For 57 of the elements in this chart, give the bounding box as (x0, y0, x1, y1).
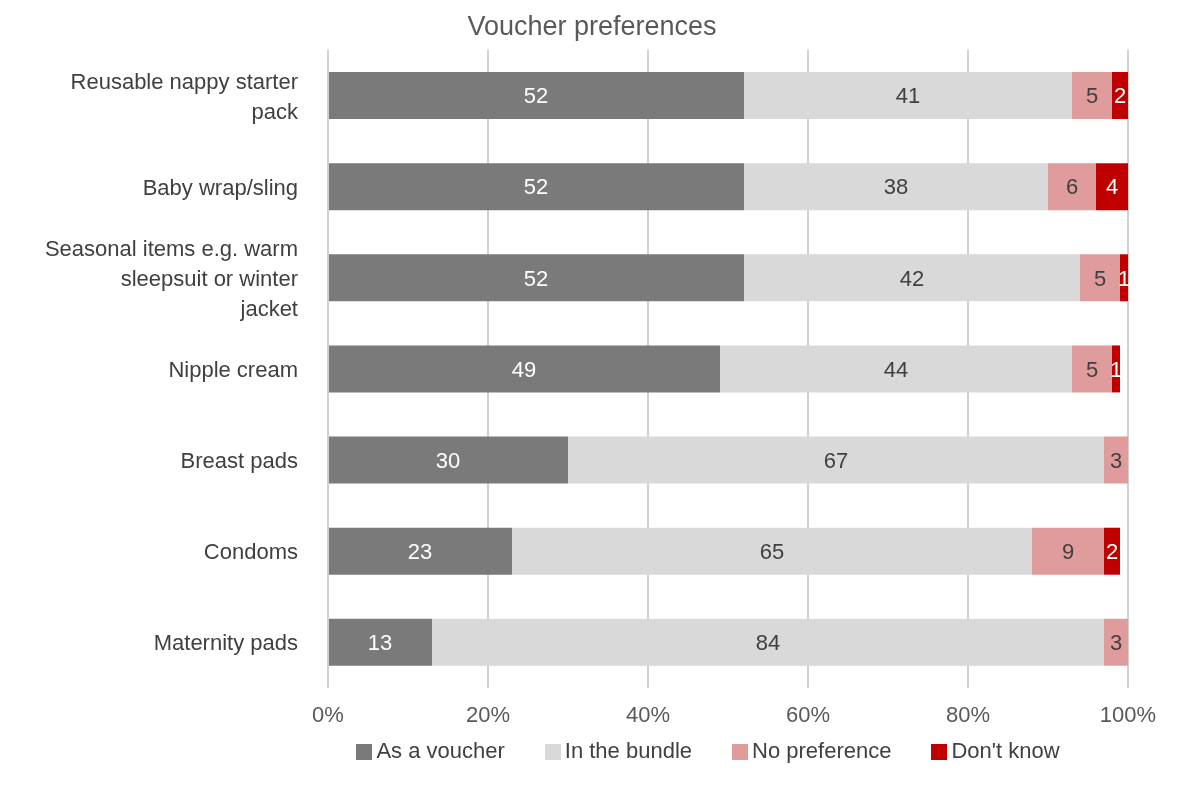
data-label: 4 (1105, 174, 1119, 200)
y-tick-label: Condoms (203, 538, 298, 564)
legend-label: No preference (752, 738, 892, 763)
data-label: 42 (899, 265, 925, 291)
data-label: 52 (523, 83, 549, 109)
x-tick-label: 20% (465, 701, 511, 727)
bar (328, 163, 744, 211)
bar (1104, 618, 1128, 666)
y-tick-label: Maternity pads (153, 629, 298, 655)
x-tick-label: 80% (945, 701, 991, 727)
x-tick-label: 60% (785, 701, 831, 727)
data-label: 30 (435, 447, 461, 473)
y-tick-label: Seasonal items e.g. warm sleepsuit or winter jacket (44, 235, 298, 321)
data-label: 5 (1085, 356, 1099, 382)
bar (328, 254, 744, 302)
data-label: 3 (1109, 447, 1123, 473)
data-label: 5 (1085, 83, 1099, 109)
data-label: 2 (1105, 539, 1119, 565)
y-tick-label: Reusable nappy starter pack (70, 68, 299, 124)
data-label: 38 (883, 174, 909, 200)
legend-label: In the bundle (564, 738, 693, 763)
bar (328, 527, 512, 575)
bar (328, 436, 568, 484)
data-label: 3 (1109, 630, 1123, 656)
data-label: 41 (895, 83, 921, 109)
data-label: 52 (523, 265, 549, 291)
bar (1072, 345, 1112, 393)
data-label: 49 (511, 356, 537, 382)
y-tick-label: Nipple cream (168, 356, 298, 382)
bar (1104, 436, 1128, 484)
bar (328, 618, 432, 666)
bar (328, 72, 744, 119)
data-label: 52 (523, 174, 549, 200)
legend-label: Don't know (951, 738, 1060, 763)
data-label: 9 (1061, 539, 1075, 565)
data-label: 5 (1093, 265, 1107, 291)
y-tick-label: Breast pads (180, 447, 298, 473)
x-tick-label: 100% (1099, 701, 1157, 727)
bar (1048, 163, 1096, 211)
bar (1096, 163, 1128, 211)
bar (1080, 254, 1120, 302)
chart-title: Voucher preferences (466, 10, 718, 43)
legend-label: As a voucher (376, 738, 505, 763)
data-label: 65 (759, 539, 785, 565)
x-tick-label: 0% (312, 701, 344, 727)
x-tick-label: 40% (625, 701, 671, 727)
data-label: 84 (755, 630, 781, 656)
data-label: 44 (883, 356, 909, 382)
bar (1072, 72, 1112, 119)
data-label: 2 (1113, 83, 1127, 109)
bar (328, 345, 720, 393)
data-label: 6 (1065, 174, 1079, 200)
data-label: 13 (367, 630, 393, 656)
y-tick-label: Baby wrap/sling (142, 174, 298, 200)
data-label: 23 (407, 539, 433, 565)
data-label: 67 (823, 447, 849, 473)
bar (1032, 527, 1104, 575)
